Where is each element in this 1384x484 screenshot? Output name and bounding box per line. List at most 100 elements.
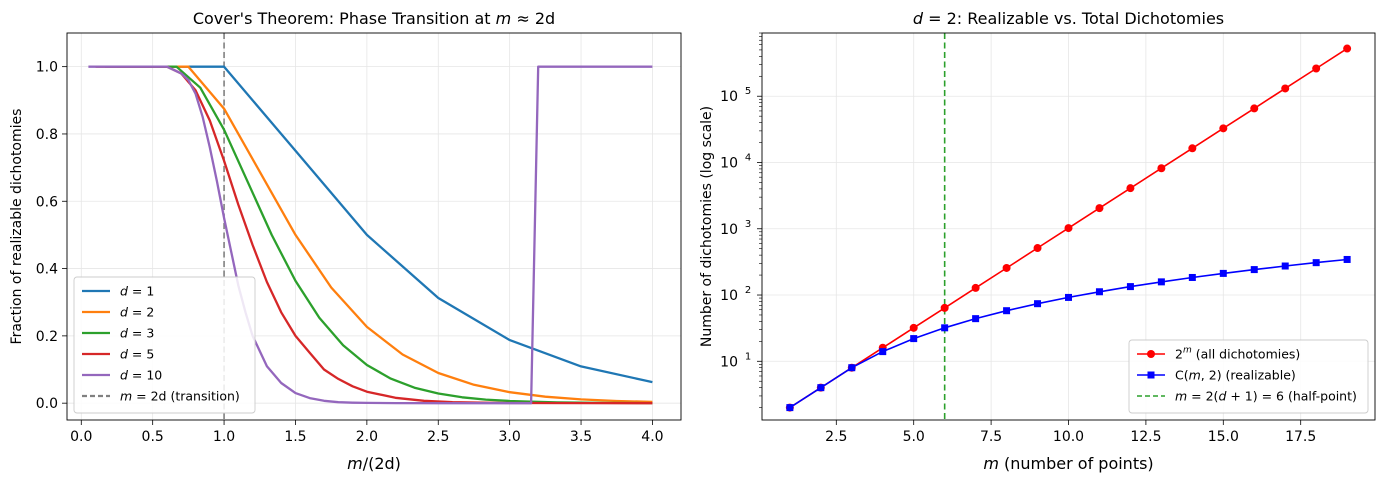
right-chart-plot-area [785,33,1352,420]
left-chart-x-tick-label: 3.0 [499,429,521,445]
right-chart-legend: 2m (all dichotomies) C(m, 2) (realizable)… [1128,339,1369,414]
right-chart-x-tick-label: 10.0 [1053,429,1084,445]
right-chart-legend-marker [1147,371,1155,379]
left-chart-x-tick-label: 1.5 [284,429,306,445]
right-chart-series-1-point [1033,244,1042,253]
right-chart-legend-label: 2m (all dichotomies) [1175,346,1300,362]
left-chart-legend-label: d = 3 [120,326,154,341]
left-chart-legend-label: d = 1 [120,284,154,299]
right-chart-series-2-point [1281,262,1289,270]
left-chart-ticks: 0.0 0.5 1.0 1.5 2.0 2.5 3.0 3.5 4.0 0.0 0.2 0.4 0.6 0… [36,60,664,445]
right-chart-y-tick-label: 10 [720,288,738,304]
right-chart-y-tick-exponent: 5 [745,86,751,97]
left-chart-legend-label: d = 10 [120,368,162,383]
right-chart-legend-label: C(m, 2) (realizable) [1175,368,1296,383]
left-chart-axes-frame [66,32,682,421]
left-chart-plot-area [88,33,653,420]
right-chart-series-2-point [1343,255,1351,263]
right-chart-series-2-point [1095,288,1103,296]
right-chart-x-tick-label: 17.5 [1285,429,1316,445]
right-chart-title: d = 2: Realizable vs. Total Dichotomies [913,9,1224,28]
right-chart-y-tick-label: 10 [720,89,738,105]
left-chart-legend-box [73,276,256,414]
right-chart-series-2-point [910,335,918,343]
right-chart-x-tick-label: 2.5 [825,429,847,445]
left-chart-y-axis-label: Fraction of realizable dichotomies [9,109,25,345]
right-chart-series-1-point [1312,64,1321,73]
right-chart-series-2-point [1312,259,1320,267]
left-chart-x-axis-label: m/(2d) [347,454,401,473]
right-chart-series-1-point [1157,164,1166,173]
right-chart-series-1-point [971,283,980,292]
right-chart-series-1-point [1219,124,1228,133]
left-chart-y-tick-label: 0.2 [36,329,58,345]
right-chart-series-1-point [1095,204,1104,213]
right-chart-ticks: 2.5 5.0 7.5 10.0 12.5 15.0 17.5 10 1 10 2 10 3 10 4 10 5 [720,32,1316,445]
right-chart-series-2-point [1250,266,1258,274]
right-chart-x-tick-label: 7.5 [980,429,1002,445]
left-chart-legend-label: m = 2d (transition) [120,389,240,404]
left-chart-legend-label: d = 2 [120,305,154,320]
right-chart-y-tick-exponent: 2 [745,285,751,296]
right-chart-series-2-point [972,315,980,323]
right-chart-x-axis-label: m (number of points) [983,454,1153,473]
right-chart: d = 2: Realizable vs. Total Dichotomies … [699,9,1376,473]
left-chart-x-tick-label: 0.5 [142,429,164,445]
right-chart-y-axis-label: Number of dichotomies (log scale) [699,106,715,347]
left-chart-x-tick-label: 4.0 [641,429,663,445]
right-chart-y-tick-exponent: 4 [745,152,751,163]
right-chart-series-1-point [1002,263,1011,272]
right-chart-series-2-point [941,324,949,332]
right-chart-series-2-point [1126,283,1134,291]
right-chart-series-2-point [1157,278,1165,286]
right-chart-series-1-point [1250,104,1259,113]
right-chart-series-2-point [848,364,856,372]
left-chart-y-tick-label: 0.0 [36,396,58,412]
right-chart-series-2-point [817,384,825,392]
right-chart-series-2-point [1034,300,1042,308]
left-chart-series-1-line [152,65,653,384]
right-chart-series-2-point [1003,307,1011,315]
left-chart-x-tick-label: 2.0 [356,429,378,445]
left-chart-y-tick-label: 0.8 [36,127,58,143]
right-chart-y-tick-label: 10 [720,354,738,370]
right-chart-x-tick-label: 5.0 [903,429,925,445]
right-chart-y-tick-exponent: 1 [745,351,751,362]
right-chart-axes-frame [761,32,1376,421]
right-chart-series-2-point [786,404,794,412]
right-chart-series-1-point [940,303,949,312]
right-chart-legend-marker [1147,350,1155,358]
right-chart-legend-label: m = 2(d + 1) = 6 (half-point) [1175,389,1357,404]
left-chart-x-tick-label: 3.5 [570,429,592,445]
left-chart-y-tick-label: 0.6 [36,194,58,210]
left-chart-y-tick-label: 0.4 [36,262,58,278]
left-chart-series-5-line [88,65,653,405]
right-chart-series-2-point [879,348,887,356]
right-chart-y-tick-label: 10 [720,222,738,238]
right-chart-series-1-point [1343,44,1352,53]
right-chart-y-tick-exponent: 3 [745,219,751,230]
right-chart-series-1-point [1281,84,1290,93]
right-chart-series-1-point [1126,184,1135,193]
left-chart-legend: d = 1 d = 2 d = 3 d = 5 d = 10 m = 2d (transi… [73,276,256,414]
left-chart-y-tick-label: 1.0 [36,60,58,76]
left-chart-series-2-line [117,65,653,404]
left-chart-series-3-line [105,65,653,405]
left-chart-title: Cover's Theorem: Phase Transition at m ≈… [193,9,555,28]
right-chart-series-1-point [1188,144,1197,153]
right-chart-series-2-point [1065,293,1072,301]
right-chart-series-1-point [909,323,918,332]
right-chart-series-1-point [1064,224,1073,233]
right-chart-x-tick-label: 15.0 [1208,429,1239,445]
right-chart-x-tick-label: 12.5 [1130,429,1161,445]
right-chart-legend-box [1128,339,1369,414]
left-chart-x-tick-label: 1.0 [213,429,235,445]
left-chart: Cover's Theorem: Phase Transition at m ≈… [9,9,682,473]
left-chart-legend-label: d = 5 [120,347,154,362]
left-chart-x-tick-label: 0.0 [70,429,92,445]
right-chart-series-2-point [1219,269,1227,277]
left-chart-x-tick-label: 2.5 [427,429,449,445]
right-chart-y-tick-label: 10 [720,155,738,171]
right-chart-series-2-point [1188,273,1196,281]
